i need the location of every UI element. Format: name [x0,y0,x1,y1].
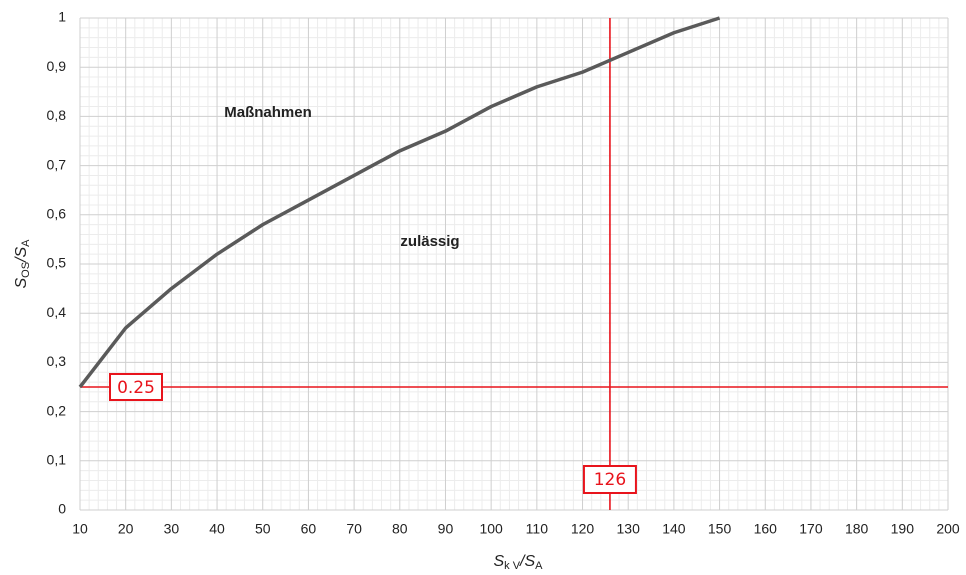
x-tick-label: 150 [708,521,732,537]
y-tick-label: 0,5 [47,255,67,271]
label-part: k V [504,560,521,572]
x-axis-label: Sk V/SA [493,553,543,572]
x-tick-label: 70 [346,521,362,537]
x-tick-label: 180 [845,521,869,537]
y-tick-label: 0 [58,501,66,517]
x-tick-label: 160 [754,521,778,537]
reference-label-box [582,465,637,494]
y-tick-label: 0,2 [47,402,67,418]
label-part: /S [13,247,30,263]
x-tick-label: 10 [72,521,88,537]
x-tick-label: 60 [301,521,317,537]
curve [78,16,721,389]
label-part: A [535,560,543,572]
y-tick-label: 0,4 [47,304,67,320]
y-tick-label: 1 [58,9,66,25]
x-tick-label: 90 [438,521,454,537]
y-tick-label: 0,3 [47,353,67,369]
annotation: zulässig [400,233,459,250]
label-part: OS [20,262,32,278]
y-tick-label: 0,6 [47,206,67,222]
x-tick-label: 110 [526,521,549,537]
y-tick-label: 0,1 [47,452,67,468]
label-part: /S [519,553,535,570]
x-tick-label: 170 [799,521,823,537]
annotation: Maßnahmen [224,104,312,121]
grid [79,17,949,511]
reference-label-box [109,373,163,401]
y-tick-label: 0,9 [47,58,67,74]
x-tick-label: 120 [571,521,595,537]
y-tick-label: 0,7 [47,156,67,172]
label-part: S [13,278,30,289]
x-tick-label: 140 [662,521,686,537]
x-tick-label: 80 [392,521,408,537]
y-axis-label: SOS/SA [13,239,32,289]
label-part: A [20,239,32,247]
x-tick-label: 30 [164,521,180,537]
reference-label: 0.25 [117,378,155,398]
x-tick-label: 190 [891,521,915,537]
x-tick-label: 50 [255,521,271,537]
label-part: S [493,553,504,570]
x-tick-label: 100 [479,521,503,537]
x-tick-label: 200 [936,521,960,537]
x-tick-label: 40 [209,521,225,537]
reference-label: 126 [594,470,626,490]
x-tick-label: 130 [617,521,641,537]
x-tick-label: 20 [118,521,134,537]
y-tick-label: 0,8 [47,107,67,123]
